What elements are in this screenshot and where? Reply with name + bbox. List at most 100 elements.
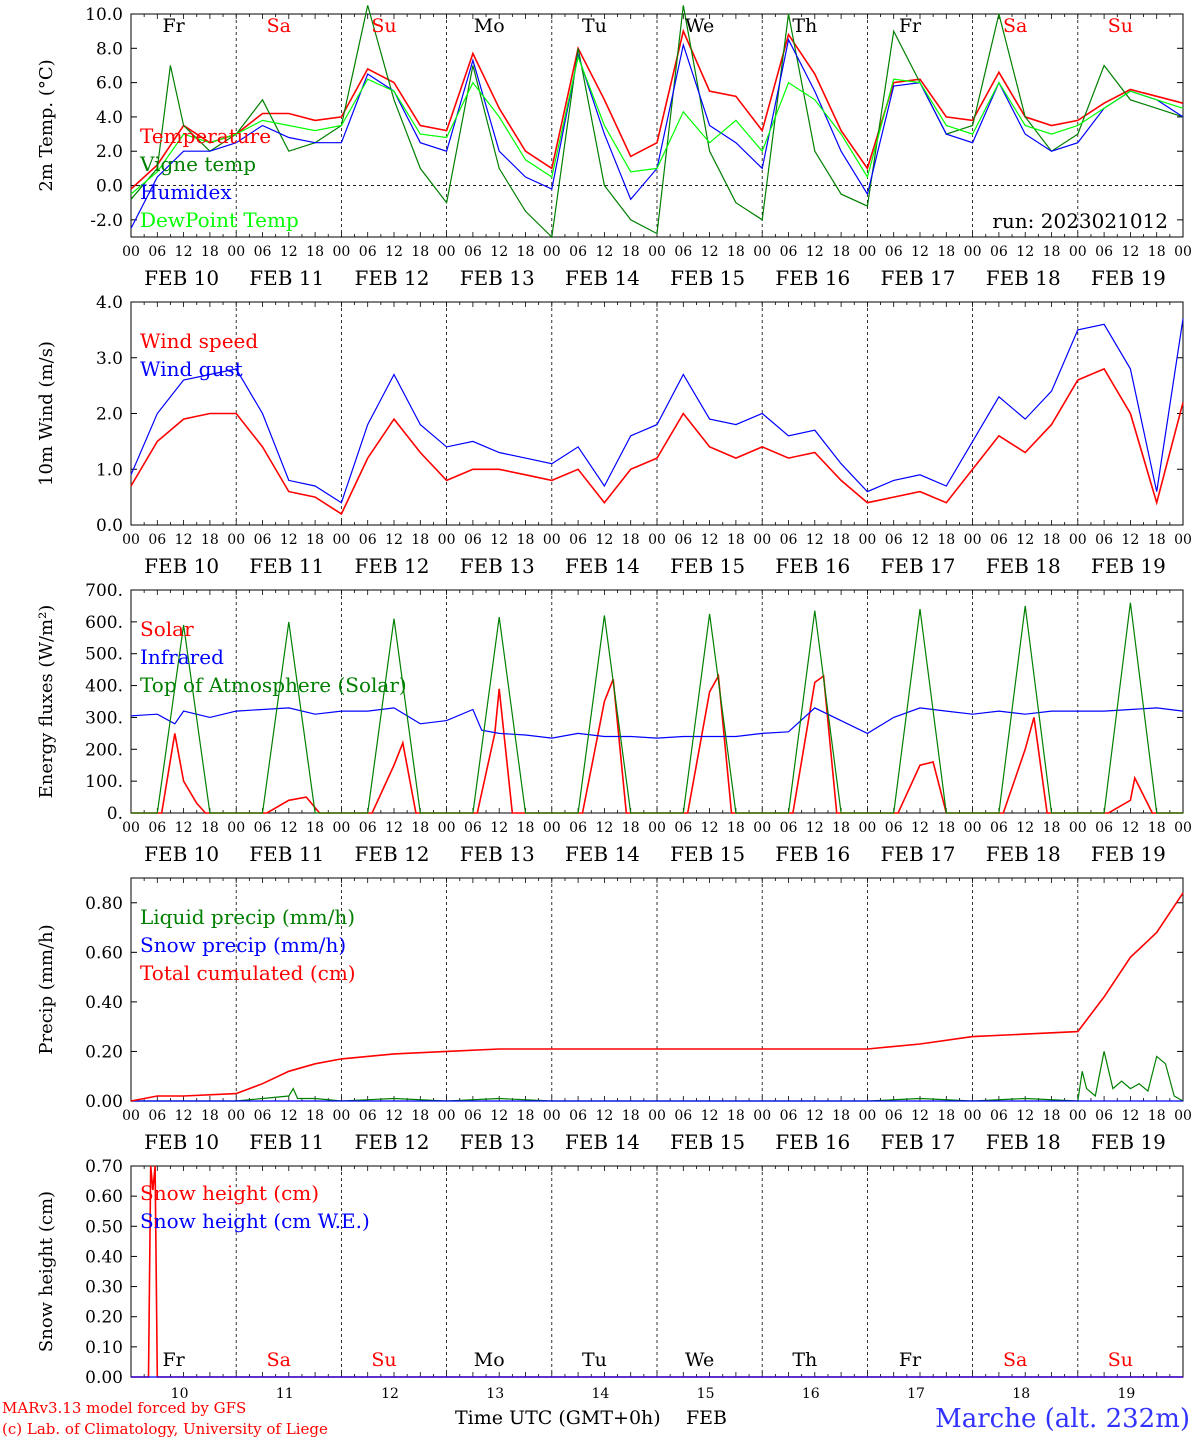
hour-label: 00 xyxy=(1069,820,1087,836)
hour-label: 06 xyxy=(990,244,1008,260)
day-number: 18 xyxy=(1012,1386,1030,1402)
hour-label: 06 xyxy=(254,1108,272,1124)
hour-label: 06 xyxy=(148,532,166,548)
hour-label: 18 xyxy=(306,532,324,548)
hour-label: 06 xyxy=(780,820,798,836)
hour-label: 18 xyxy=(622,244,640,260)
hour-label: 18 xyxy=(201,532,219,548)
hour-label: 00 xyxy=(122,1108,140,1124)
hour-label: 12 xyxy=(280,1108,298,1124)
date-label: FEB 10 xyxy=(144,1130,219,1154)
series-line-green xyxy=(130,5,1184,239)
hour-label: 06 xyxy=(1095,244,1113,260)
legend-entry: Wind speed xyxy=(140,329,258,353)
weekday-label-bottom: Su xyxy=(371,1349,396,1371)
y-tick-label: 8.0 xyxy=(96,39,123,59)
hour-label: 06 xyxy=(885,244,903,260)
date-label: FEB 17 xyxy=(881,266,956,290)
y-tick-label: 6.0 xyxy=(96,74,123,94)
hour-label: 00 xyxy=(648,532,666,548)
hour-label: 06 xyxy=(464,532,482,548)
hour-label: 00 xyxy=(858,820,876,836)
hour-label: 00 xyxy=(1174,532,1192,548)
hour-label: 12 xyxy=(701,532,719,548)
date-label: FEB 10 xyxy=(144,842,219,866)
day-number: 11 xyxy=(276,1386,294,1402)
hour-label: 18 xyxy=(201,244,219,260)
hour-label: 12 xyxy=(806,1108,824,1124)
y-tick-label: 600. xyxy=(85,613,123,633)
hour-label: 12 xyxy=(490,244,508,260)
y-tick-label: 1.0 xyxy=(96,460,123,480)
date-label: FEB 11 xyxy=(249,842,324,866)
weekday-label-bottom: Mo xyxy=(474,1349,505,1371)
y-tick-label: 0.00 xyxy=(85,1368,123,1388)
hour-label: 12 xyxy=(385,820,403,836)
hour-label: 06 xyxy=(359,532,377,548)
hour-label: 00 xyxy=(227,1108,245,1124)
y-tick-label: 2.0 xyxy=(96,142,123,162)
y-tick-label: 0.20 xyxy=(85,1308,123,1328)
hour-label: 18 xyxy=(1043,820,1061,836)
hour-label: 18 xyxy=(1148,244,1166,260)
date-label: FEB 14 xyxy=(565,554,640,578)
hour-label: 18 xyxy=(306,820,324,836)
hour-label: 06 xyxy=(569,532,587,548)
hour-label: 00 xyxy=(227,532,245,548)
date-label: FEB 11 xyxy=(249,1130,324,1154)
hour-label: 18 xyxy=(517,532,535,548)
hour-label: 00 xyxy=(332,820,350,836)
hour-label: 18 xyxy=(1148,820,1166,836)
hour-label: 00 xyxy=(648,244,666,260)
hour-label: 06 xyxy=(674,532,692,548)
date-label: FEB 15 xyxy=(670,842,745,866)
hour-label: 18 xyxy=(937,820,955,836)
hour-label: 12 xyxy=(385,244,403,260)
date-label: FEB 14 xyxy=(565,1130,640,1154)
hour-label: 00 xyxy=(332,1108,350,1124)
hour-label: 06 xyxy=(359,1108,377,1124)
y-tick-label: 0.50 xyxy=(85,1217,123,1237)
hour-label: 12 xyxy=(490,532,508,548)
hour-label: 06 xyxy=(464,244,482,260)
hour-label: 18 xyxy=(832,532,850,548)
date-label: FEB 18 xyxy=(986,554,1061,578)
y-tick-label: 0. xyxy=(107,804,123,824)
weekday-label-bottom: Tu xyxy=(582,1349,607,1371)
hour-label: 06 xyxy=(780,1108,798,1124)
y-tick-label: 0.20 xyxy=(85,1042,123,1062)
day-number: 14 xyxy=(591,1386,609,1402)
month-label: FEB xyxy=(686,1407,727,1429)
series-line-red xyxy=(130,892,1184,1102)
hour-label: 18 xyxy=(937,244,955,260)
series-line-green xyxy=(131,1051,1184,1102)
hour-label: 12 xyxy=(1121,532,1139,548)
date-label: FEB 12 xyxy=(355,842,430,866)
weekday-label-top: We xyxy=(685,15,714,37)
hour-label: 06 xyxy=(254,244,272,260)
weekday-label-top: Tu xyxy=(582,15,607,37)
hour-label: 00 xyxy=(858,532,876,548)
legend-entry: Snow precip (mm/h) xyxy=(140,933,346,957)
legend-entry: Vigne temp xyxy=(139,152,256,176)
hour-label: 06 xyxy=(885,532,903,548)
date-label: FEB 16 xyxy=(775,554,850,578)
y-tick-label: 0.40 xyxy=(85,993,123,1013)
y-tick-label: 0.30 xyxy=(85,1278,123,1298)
weekday-label-top: Fr xyxy=(899,15,922,37)
y-tick-label: 300. xyxy=(85,708,123,728)
date-label: FEB 14 xyxy=(565,266,640,290)
legend-entry: Snow height (cm W.E.) xyxy=(140,1209,370,1233)
hour-label: 12 xyxy=(175,532,193,548)
hour-label: 12 xyxy=(911,820,929,836)
panel-4 xyxy=(130,877,1184,1102)
hour-label: 06 xyxy=(569,244,587,260)
legend-entry: DewPoint Temp xyxy=(140,208,299,232)
hour-label: 00 xyxy=(227,820,245,836)
legend-entry: Infrared xyxy=(140,645,224,669)
hour-label: 06 xyxy=(780,244,798,260)
hour-label: 00 xyxy=(122,532,140,548)
hour-label: 00 xyxy=(543,820,561,836)
hour-label: 00 xyxy=(753,1108,771,1124)
y-axis-title: 2m Temp. (°C) xyxy=(36,59,57,191)
